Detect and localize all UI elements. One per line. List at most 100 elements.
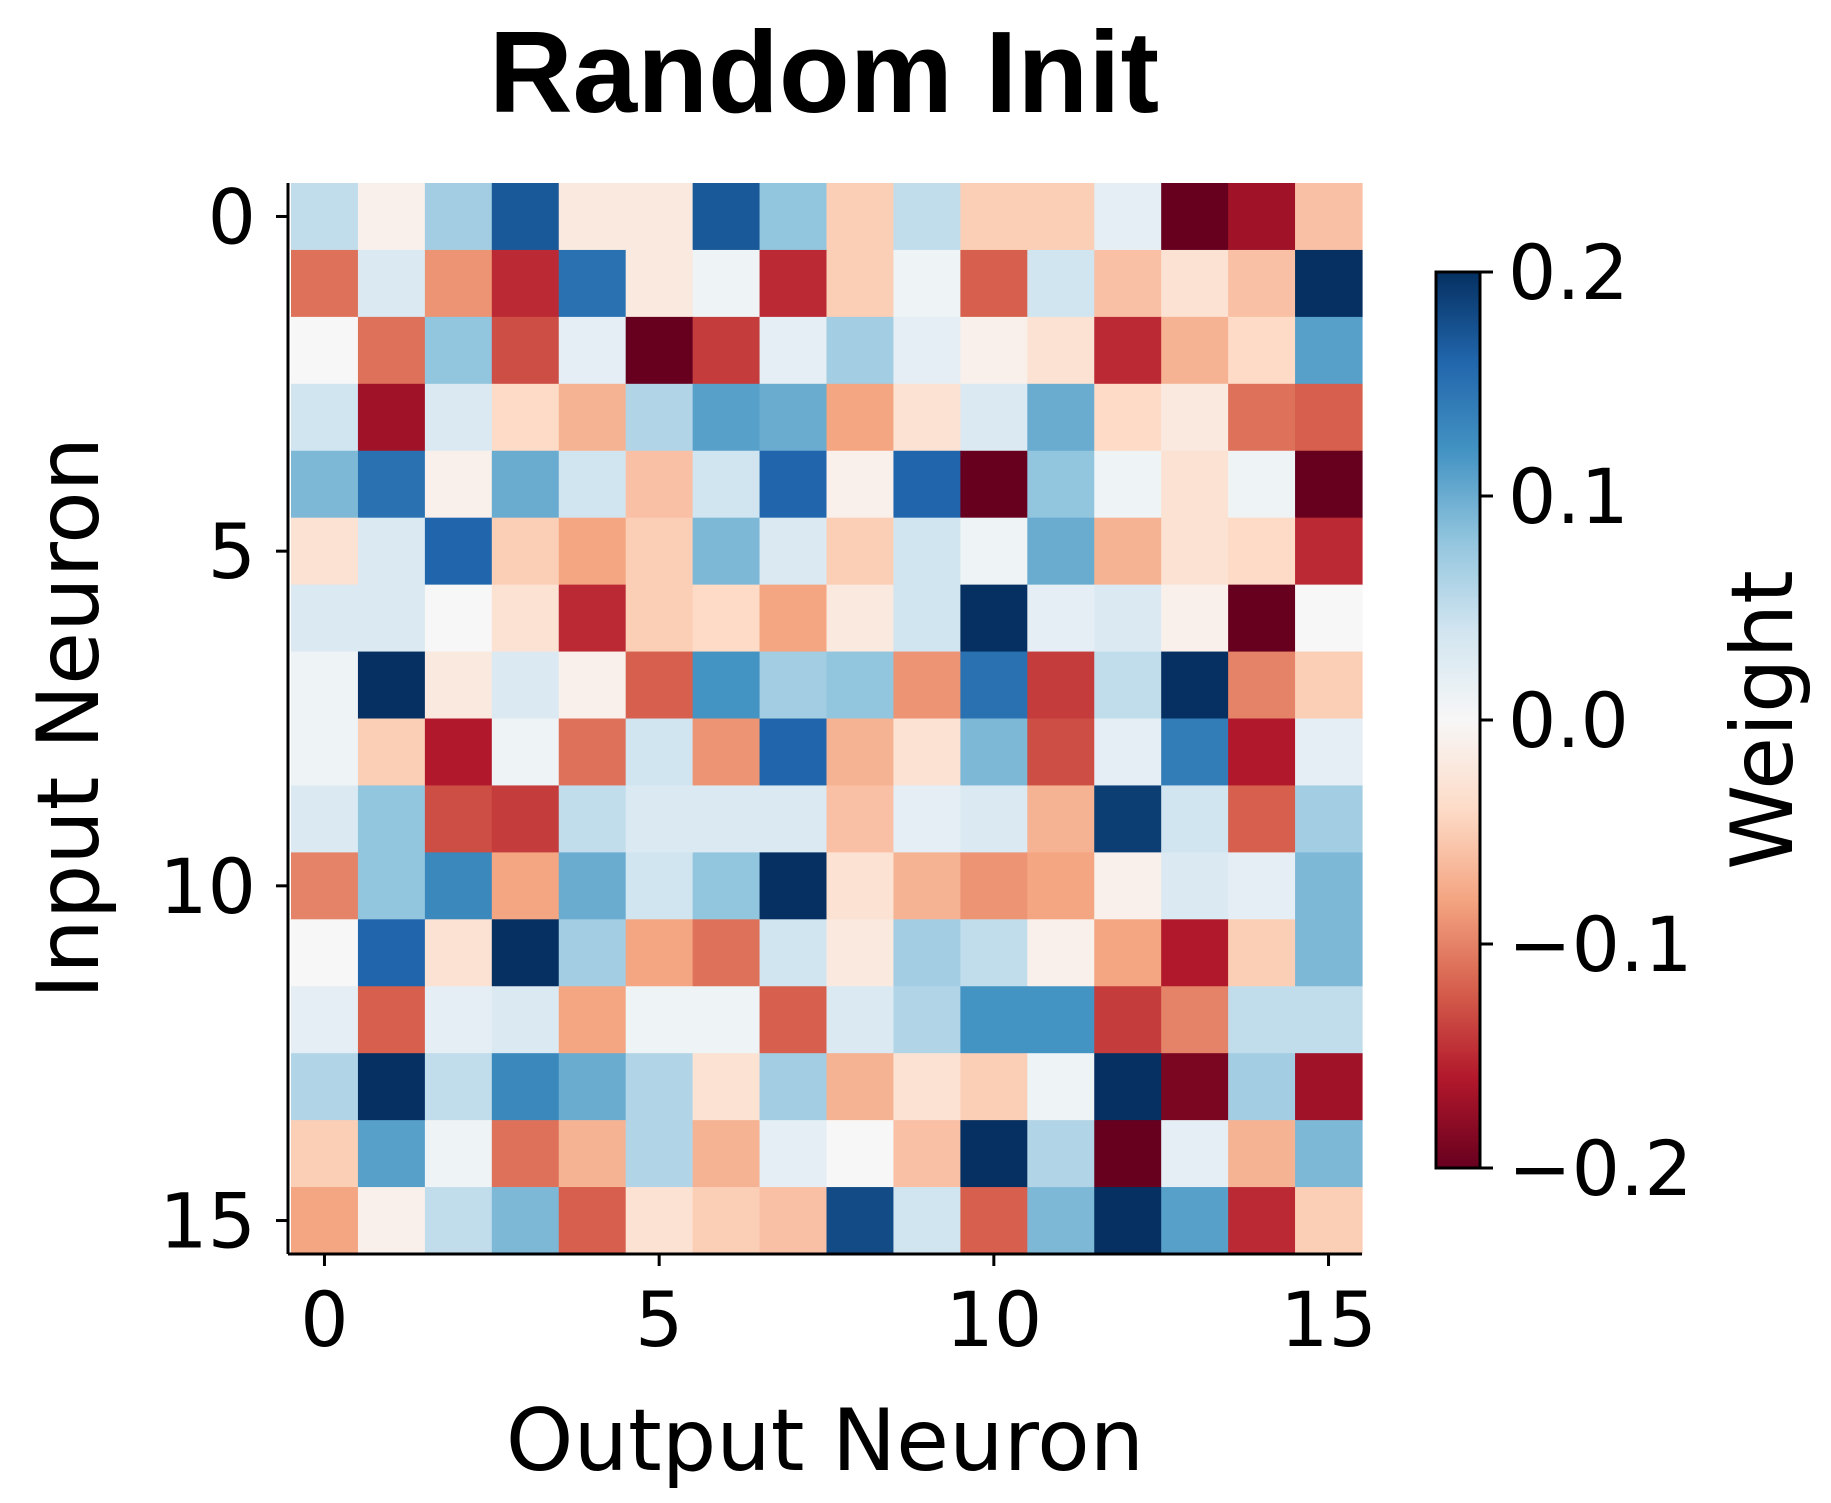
heatmap-cell	[1228, 584, 1296, 653]
heatmap-cell	[558, 852, 627, 920]
heatmap-cell	[960, 1120, 1028, 1188]
heatmap-cell	[826, 183, 895, 251]
heatmap-cell	[1228, 651, 1296, 720]
heatmap-cell	[893, 183, 961, 251]
heatmap-cell	[692, 718, 761, 787]
heatmap-cell	[1094, 718, 1162, 787]
heatmap-cell	[424, 718, 493, 787]
y-tick-label: 15	[159, 1177, 256, 1266]
heatmap-cell	[1161, 1120, 1229, 1188]
heatmap-cell	[1228, 183, 1296, 251]
heatmap-cell	[960, 383, 1028, 452]
heatmap-cell	[291, 852, 359, 920]
heatmap-cell	[625, 651, 694, 720]
heatmap-cell	[424, 183, 493, 251]
colorbar-tick-label: 0.2	[1508, 228, 1629, 317]
heatmap-cell	[357, 718, 426, 787]
heatmap-cell	[1228, 785, 1296, 853]
heatmap-cell	[893, 718, 961, 787]
heatmap-cell	[625, 450, 694, 519]
heatmap-cell	[692, 651, 761, 720]
heatmap-cell	[960, 852, 1028, 920]
heatmap-cell	[625, 785, 694, 853]
colorbar-tick-label: 0.0	[1508, 676, 1629, 765]
heatmap-cell	[826, 316, 895, 385]
heatmap-cell	[491, 383, 560, 452]
heatmap-cell	[759, 383, 828, 452]
heatmap-cell	[826, 785, 895, 853]
heatmap-cell	[1161, 718, 1229, 787]
heatmap-cell	[960, 183, 1028, 251]
heatmap-cell	[893, 1120, 961, 1188]
heatmap-cell	[1228, 383, 1296, 452]
heatmap-cell	[759, 584, 828, 653]
heatmap-cell	[291, 651, 359, 720]
heatmap-cell	[424, 383, 493, 452]
heatmap-cell	[692, 183, 761, 251]
heatmap-cell	[558, 249, 627, 318]
heatmap-cell	[960, 651, 1028, 720]
heatmap-cell	[692, 785, 761, 853]
heatmap-cell	[558, 584, 627, 653]
heatmap-cell	[291, 249, 359, 318]
heatmap-cell	[357, 1187, 426, 1255]
heatmap-cell	[1094, 249, 1162, 318]
heatmap-cell	[491, 718, 560, 787]
heatmap-cell	[759, 919, 828, 987]
heatmap-cell	[1094, 584, 1162, 653]
heatmap-cell	[960, 316, 1028, 385]
heatmap-cell	[1027, 651, 1095, 720]
heatmap-cell	[357, 450, 426, 519]
heatmap-cell	[291, 450, 359, 519]
heatmap-cell	[759, 249, 828, 318]
heatmap-cell	[759, 183, 828, 251]
colorbar-tick-label: 0.1	[1508, 452, 1629, 541]
heatmap-cell	[558, 986, 627, 1054]
heatmap-cell	[357, 852, 426, 920]
heatmap-cell	[491, 785, 560, 853]
heatmap-cell	[625, 718, 694, 787]
heatmap-cell	[759, 986, 828, 1054]
heatmap-cell	[424, 450, 493, 519]
heatmap-cell	[491, 919, 560, 987]
heatmap-cell	[759, 1120, 828, 1188]
heatmap-cell	[1094, 383, 1162, 452]
heatmap-cell	[826, 1187, 895, 1255]
heatmap-cell	[291, 316, 359, 385]
heatmap-cell	[893, 651, 961, 720]
heatmap-cell	[291, 183, 359, 251]
heatmap-cell	[1161, 651, 1229, 720]
heatmap-cell	[692, 919, 761, 987]
heatmap-cell	[826, 852, 895, 920]
heatmap-cell	[357, 919, 426, 987]
heatmap-cell	[625, 852, 694, 920]
heatmap-cell	[1161, 450, 1229, 519]
heatmap-cell	[893, 450, 961, 519]
heatmap-cell	[291, 1120, 359, 1188]
heatmap-cell	[692, 1120, 761, 1188]
heatmap-cell	[625, 249, 694, 318]
heatmap-cell	[357, 1053, 426, 1121]
heatmap-cell	[1027, 852, 1095, 920]
heatmap-cell	[1161, 383, 1229, 452]
x-tick-label: 15	[1280, 1275, 1377, 1364]
heatmap-cells	[291, 183, 1363, 1255]
heatmap-cell	[1027, 517, 1095, 586]
heatmap-cell	[759, 1187, 828, 1255]
heatmap-cell	[1228, 1187, 1296, 1255]
heatmap-cell	[1295, 718, 1363, 787]
heatmap-cell	[1161, 183, 1229, 251]
heatmap-cell	[357, 183, 426, 251]
heatmap-cell	[893, 383, 961, 452]
heatmap-cell	[960, 584, 1028, 653]
heatmap-cell	[1295, 450, 1363, 519]
heatmap-cell	[1295, 986, 1363, 1054]
heatmap-cell	[491, 316, 560, 385]
heatmap-cell	[826, 1120, 895, 1188]
heatmap-cell	[893, 249, 961, 318]
heatmap-cell	[558, 651, 627, 720]
heatmap-cell	[357, 584, 426, 653]
heatmap-cell	[1094, 919, 1162, 987]
heatmap-cell	[960, 517, 1028, 586]
x-tick-label: 0	[300, 1275, 348, 1364]
